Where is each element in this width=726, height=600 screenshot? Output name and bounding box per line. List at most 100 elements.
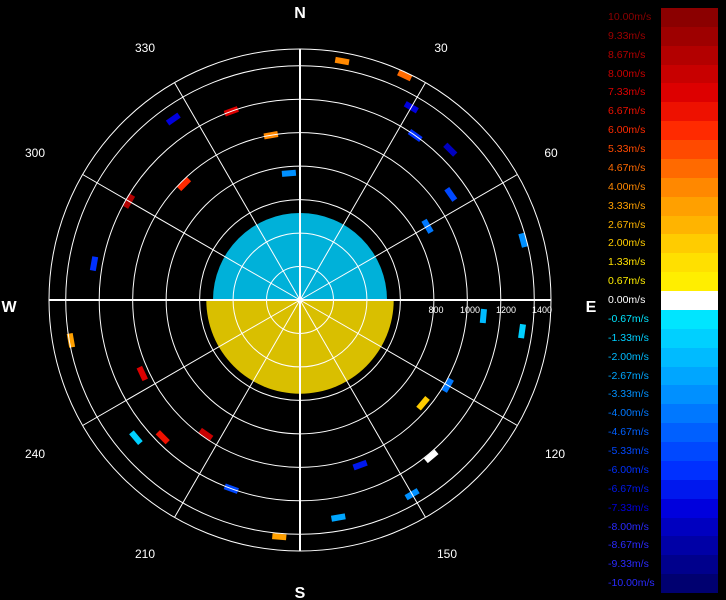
legend-row: -6.00m/s — [606, 460, 718, 481]
legend-label: 9.33m/s — [608, 29, 646, 42]
legend-row: 2.00m/s — [606, 234, 718, 254]
velocity-gate — [155, 430, 170, 445]
legend-label: 3.33m/s — [608, 199, 646, 212]
legend-label: -4.67m/s — [608, 426, 649, 439]
legend-swatch — [661, 140, 718, 160]
radar-center-marker — [297, 297, 303, 303]
legend-label: -2.00m/s — [608, 350, 649, 363]
legend-swatch — [661, 555, 718, 575]
legend-swatch — [661, 26, 718, 47]
azimuth-spoke — [174, 82, 301, 301]
legend-row: -5.33m/s — [606, 442, 718, 462]
legend-label: -8.67m/s — [608, 539, 649, 552]
legend-swatch — [661, 328, 718, 349]
velocity-gate — [352, 459, 368, 471]
legend-label: 8.00m/s — [608, 67, 646, 80]
velocity-gate — [176, 176, 192, 192]
legend-row: -1.33m/s — [606, 328, 718, 349]
azimuth-label-300: 300 — [25, 146, 45, 160]
velocity-color-legend: 10.00m/s 9.33m/s 8.67m/s 8.00m/s 7.33m/s 6.67… — [606, 8, 718, 594]
legend-label: 7.33m/s — [608, 86, 646, 99]
legend-label: 6.00m/s — [608, 124, 646, 137]
legend-swatch — [661, 498, 718, 518]
legend-label: 2.67m/s — [608, 218, 646, 231]
legend-row: 8.67m/s — [606, 45, 718, 66]
velocity-gate — [165, 112, 181, 126]
legend-swatch — [661, 442, 718, 462]
legend-row: -2.00m/s — [606, 347, 718, 368]
legend-label: -0.67m/s — [608, 312, 649, 325]
range-tick-label-1000: 1000 — [460, 305, 480, 315]
legend-swatch — [661, 309, 718, 330]
legend-label: -9.33m/s — [608, 558, 649, 571]
azimuth-spoke — [82, 299, 301, 426]
legend-label: -7.33m/s — [608, 501, 649, 514]
velocity-gate — [518, 323, 526, 339]
legend-label: 8.67m/s — [608, 48, 646, 61]
legend-swatch — [661, 272, 718, 292]
legend-row: -0.67m/s — [606, 309, 718, 330]
legend-swatch — [661, 121, 718, 141]
legend-swatch — [661, 102, 718, 122]
legend-row: -7.33m/s — [606, 498, 718, 518]
legend-swatch — [661, 215, 718, 235]
legend-row: 0.00m/s — [606, 291, 718, 311]
legend-label: -1.33m/s — [608, 331, 649, 344]
velocity-gate — [397, 69, 413, 82]
legend-row: -4.67m/s — [606, 423, 718, 443]
legend-swatch — [661, 574, 718, 594]
legend-label: 4.00m/s — [608, 180, 646, 193]
velocity-gate — [518, 232, 528, 248]
legend-label: -10.00m/s — [608, 577, 655, 590]
velocity-gate — [444, 186, 458, 202]
range-tick-label-800: 800 — [428, 305, 443, 315]
legend-label: -4.00m/s — [608, 407, 649, 420]
legend-label: 0.00m/s — [608, 294, 646, 307]
azimuth-label-330: 330 — [135, 41, 155, 55]
legend-row: 2.67m/s — [606, 215, 718, 235]
azimuth-label-240: 240 — [25, 447, 45, 461]
legend-swatch — [661, 423, 718, 443]
legend-swatch — [661, 196, 718, 217]
legend-swatch — [661, 158, 718, 179]
legend-label: 5.33m/s — [608, 143, 646, 156]
azimuth-spoke — [299, 174, 518, 301]
legend-row: -6.67m/s — [606, 479, 718, 500]
legend-row: -10.00m/s — [606, 574, 718, 594]
legend-label: -6.00m/s — [608, 463, 649, 476]
legend-swatch — [661, 404, 718, 424]
legend-row: 9.33m/s — [606, 26, 718, 47]
legend-row: 3.33m/s — [606, 196, 718, 217]
legend-swatch — [661, 366, 718, 386]
range-tick-label-1400: 1400 — [532, 305, 552, 315]
azimuth-spoke — [174, 299, 301, 518]
legend-swatch — [661, 517, 718, 537]
velocity-gate — [136, 365, 148, 382]
legend-label: 2.00m/s — [608, 237, 646, 250]
legend-swatch — [661, 347, 718, 368]
velocity-gate — [416, 395, 430, 411]
legend-row: -8.00m/s — [606, 517, 718, 537]
azimuth-label-60: 60 — [544, 146, 558, 160]
legend-row: 6.67m/s — [606, 102, 718, 122]
compass-label-west: W — [1, 299, 17, 316]
legend-row: 8.00m/s — [606, 64, 718, 84]
compass-label-east: E — [586, 299, 597, 316]
velocity-gate — [330, 513, 346, 522]
legend-row: 10.00m/s — [606, 8, 718, 28]
legend-swatch — [661, 83, 718, 103]
azimuth-spoke — [82, 174, 301, 301]
legend-row: 1.33m/s — [606, 253, 718, 273]
legend-swatch — [661, 64, 718, 84]
legend-label: -8.00m/s — [608, 520, 649, 533]
velocity-gate — [272, 533, 287, 541]
legend-row: 7.33m/s — [606, 83, 718, 103]
legend-swatch — [661, 385, 718, 405]
velocity-gate — [334, 56, 350, 66]
legend-swatch — [661, 177, 718, 198]
legend-row: -4.00m/s — [606, 404, 718, 424]
legend-row: -2.67m/s — [606, 366, 718, 386]
legend-swatch — [661, 536, 718, 556]
legend-row: 4.67m/s — [606, 158, 718, 179]
legend-label: -3.33m/s — [608, 388, 649, 401]
